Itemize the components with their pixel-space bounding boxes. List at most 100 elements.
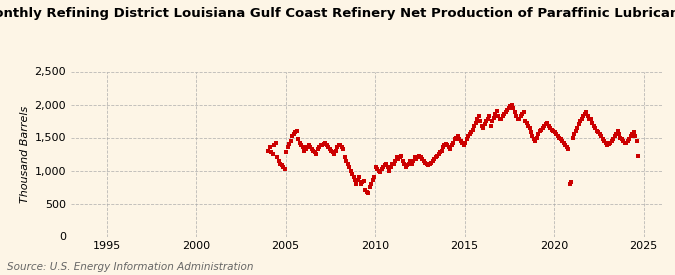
Point xyxy=(288,132,299,136)
Point xyxy=(384,168,395,173)
Point xyxy=(424,162,435,166)
Point xyxy=(508,106,518,110)
Point xyxy=(369,175,380,179)
Point xyxy=(281,150,292,154)
Point xyxy=(630,134,641,138)
Point xyxy=(484,114,495,119)
Point xyxy=(526,130,537,134)
Point xyxy=(317,143,327,148)
Point xyxy=(605,141,616,145)
Point xyxy=(294,141,305,145)
Point xyxy=(266,150,277,154)
Point xyxy=(299,148,310,153)
Point xyxy=(313,147,323,152)
Point xyxy=(416,156,427,161)
Point xyxy=(512,117,523,121)
Point xyxy=(308,148,319,153)
Point xyxy=(576,117,587,121)
Point xyxy=(452,134,463,138)
Point xyxy=(430,155,441,160)
Point xyxy=(632,139,643,143)
Point xyxy=(479,122,490,127)
Point xyxy=(320,141,331,145)
Point xyxy=(269,143,280,148)
Point xyxy=(454,137,465,141)
Point xyxy=(593,130,603,134)
Point xyxy=(497,114,508,119)
Point xyxy=(429,156,439,161)
Point xyxy=(537,125,548,130)
Point xyxy=(475,119,486,123)
Point xyxy=(319,142,329,146)
Point xyxy=(330,148,341,153)
Point xyxy=(321,143,332,148)
Point xyxy=(433,152,444,156)
Text: Monthly Refining District Louisiana Gulf Coast Refinery Net Production of Paraff: Monthly Refining District Louisiana Gulf… xyxy=(0,7,675,20)
Point xyxy=(491,109,502,113)
Point xyxy=(310,152,321,156)
Point xyxy=(608,137,618,141)
Point xyxy=(345,168,356,173)
Point xyxy=(499,112,510,117)
Point xyxy=(443,145,454,150)
Point xyxy=(551,132,562,136)
Point xyxy=(314,145,325,150)
Point xyxy=(342,162,353,166)
Point xyxy=(278,165,289,169)
Point xyxy=(488,116,499,120)
Point xyxy=(451,135,462,140)
Point xyxy=(358,179,369,183)
Point xyxy=(273,158,284,163)
Point xyxy=(373,168,384,173)
Point xyxy=(530,139,541,143)
Point xyxy=(539,123,550,128)
Point xyxy=(557,139,568,143)
Point xyxy=(383,165,394,169)
Point xyxy=(524,125,535,130)
Point xyxy=(487,119,497,123)
Point xyxy=(600,141,611,145)
Point xyxy=(558,141,569,145)
Point xyxy=(282,145,293,150)
Point xyxy=(411,156,422,161)
Point xyxy=(402,163,412,167)
Point xyxy=(331,145,342,150)
Point xyxy=(420,160,431,165)
Point xyxy=(405,158,416,163)
Point xyxy=(584,117,595,121)
Point xyxy=(594,132,605,136)
Point xyxy=(356,182,367,186)
Point xyxy=(583,114,593,119)
Point xyxy=(298,145,308,150)
Point xyxy=(627,132,638,136)
Point xyxy=(338,147,348,152)
Point xyxy=(477,123,487,128)
Point xyxy=(514,117,524,121)
Point xyxy=(303,143,314,148)
Point xyxy=(603,142,614,146)
Point xyxy=(292,129,302,133)
Point xyxy=(516,112,527,117)
Point xyxy=(575,119,586,123)
Point xyxy=(522,123,533,128)
Point xyxy=(599,139,610,143)
Point xyxy=(306,147,317,152)
Point xyxy=(441,142,452,146)
Point xyxy=(614,132,624,136)
Point xyxy=(350,178,360,183)
Point xyxy=(426,160,437,165)
Point xyxy=(296,143,306,148)
Point xyxy=(531,135,542,140)
Point xyxy=(344,165,354,169)
Point xyxy=(279,167,290,171)
Point xyxy=(400,165,411,169)
Point xyxy=(327,150,338,154)
Point xyxy=(536,127,547,132)
Point xyxy=(462,137,472,141)
Point xyxy=(467,127,478,132)
Point xyxy=(460,141,470,145)
Point xyxy=(490,112,501,117)
Point xyxy=(481,119,491,123)
Point xyxy=(463,134,474,138)
Point xyxy=(324,147,335,152)
